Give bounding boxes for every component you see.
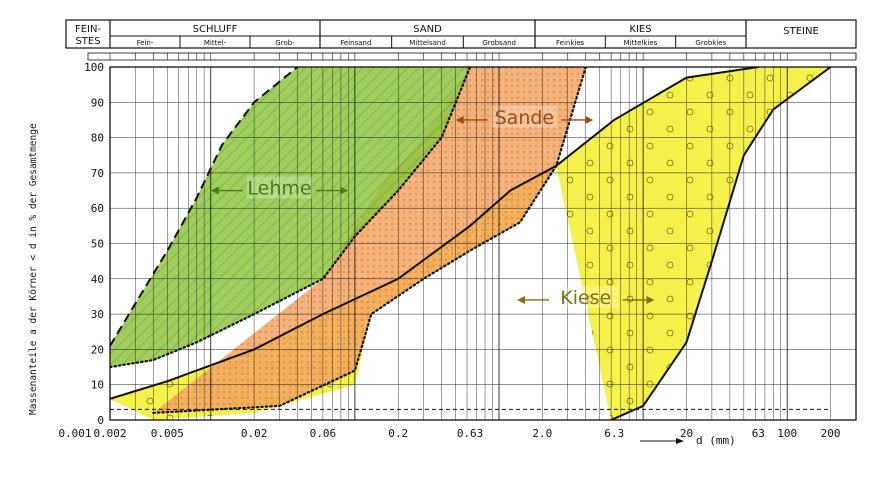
y-axis-label: Massenanteile a der Körner < d in % der … — [28, 123, 39, 415]
x-tick-label: 0.63 — [457, 427, 484, 440]
fraction-header: FEIN-STES SCHLUFF Fein- Mittel- Grob- SAND Fei… — [65, 19, 857, 61]
subfraction-label: Grobsand — [482, 39, 516, 47]
dashed-boundary-lehme — [110, 67, 299, 347]
subfraction-label: Feinkies — [556, 39, 585, 47]
x-tick-label: 0.002 — [93, 427, 126, 440]
curves — [110, 67, 832, 420]
solid-curve-main — [110, 67, 759, 400]
x-axis-label: d (mm) — [696, 434, 736, 447]
plot-area: 0 10 20 30 40 50 60 70 80 90 100 0.001 0.002 0.005 0.0… — [58, 61, 857, 440]
y-tick-label: 90 — [91, 96, 104, 109]
x-tick-label: 2.0 — [532, 427, 552, 440]
x-tick-label: 0.001 — [58, 427, 91, 440]
region-label-text: Sande — [495, 107, 555, 129]
fraction-name: FEIN- — [75, 24, 102, 35]
dotted-boundary-lehme — [110, 67, 472, 369]
x-tick-label: 100 — [777, 427, 797, 440]
fraction-name: SAND — [413, 24, 442, 35]
solid-curve-right — [610, 67, 832, 420]
fraction-name: SCHLUFF — [193, 24, 238, 35]
dotted-boundary-sande — [152, 67, 587, 414]
region-sande-pattern — [153, 67, 586, 413]
fraction-name: KIES — [629, 24, 651, 35]
region-label-sande: Sande — [455, 105, 594, 129]
region-labels: Lehme Sande Kiese — [210, 105, 655, 309]
x-tick-label: 0.005 — [151, 427, 184, 440]
fraction-feinstes: FEIN-STES — [75, 24, 102, 47]
subfraction-label: Mittelsand — [409, 39, 446, 47]
plot-frame — [109, 66, 857, 421]
x-tick-label: 6.3 — [604, 427, 624, 440]
y-tick-label: 50 — [91, 238, 104, 251]
fraction-name: STES — [75, 36, 100, 47]
fraction-sand: SAND Feinsand Mittelsand Grobsand — [340, 24, 516, 48]
x-tick-label: 0.06 — [310, 427, 337, 440]
region-label-text: Lehme — [247, 178, 311, 200]
fraction-steine: STEINE — [783, 26, 819, 37]
region-label-kiese: Kiese — [517, 285, 655, 309]
y-tick-label: 20 — [91, 343, 104, 356]
subfraction-label: Mittel- — [204, 39, 227, 47]
fraction-kies: KIES Feinkies Mittelkies Grobkies — [556, 24, 727, 48]
x-tick-label: 20 — [680, 427, 693, 440]
x-tick-label: 0.2 — [388, 427, 408, 440]
x-tick-label: 0.02 — [241, 427, 268, 440]
y-tick-label: 100 — [84, 61, 104, 74]
subfraction-label: Grob- — [275, 39, 295, 47]
region-label-lehme: Lehme — [210, 176, 349, 200]
x-tick-label: 63 — [752, 427, 765, 440]
fraction-schluff: SCHLUFF Fein- Mittel- Grob- — [137, 24, 295, 48]
y-tick-label: 0 — [97, 414, 104, 427]
y-tick-label: 70 — [91, 167, 104, 180]
y-tick-label: 10 — [91, 379, 104, 392]
axes: 0 10 20 30 40 50 60 70 80 90 100 0.001 0.002 0.005 0.0… — [58, 61, 857, 440]
subfraction-label: Mittelkies — [624, 39, 658, 47]
subfraction-label: Grobkies — [695, 39, 726, 47]
y-tick-label: 60 — [91, 202, 104, 215]
subfraction-label: Fein- — [137, 39, 154, 47]
region-label-text: Kiese — [560, 287, 611, 309]
x-tick-label: 200 — [821, 427, 841, 440]
y-tick-label: 40 — [91, 273, 104, 286]
y-tick-label: 30 — [91, 308, 104, 321]
x-axis-label-group: d (mm) — [640, 434, 736, 447]
grid — [109, 66, 857, 421]
region-lehme-pattern — [110, 67, 471, 368]
y-tick-label: 80 — [91, 132, 104, 145]
fraction-name: STEINE — [783, 26, 819, 37]
subfraction-label: Feinsand — [340, 39, 371, 47]
